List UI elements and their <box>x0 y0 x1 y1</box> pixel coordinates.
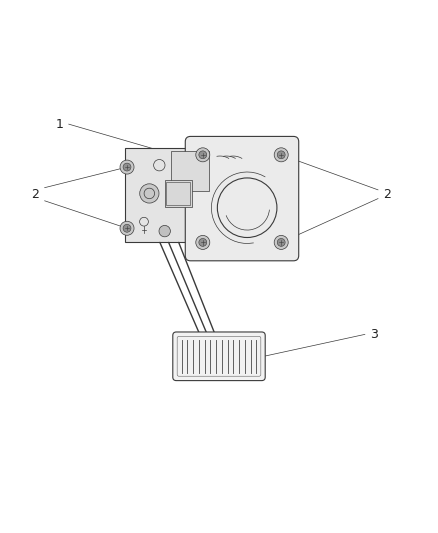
FancyBboxPatch shape <box>185 136 299 261</box>
Circle shape <box>140 184 159 203</box>
Circle shape <box>159 225 170 237</box>
Circle shape <box>196 148 210 162</box>
Text: 3: 3 <box>370 328 378 341</box>
Circle shape <box>274 236 288 249</box>
Circle shape <box>199 151 207 159</box>
Circle shape <box>199 238 207 246</box>
Circle shape <box>123 163 131 171</box>
Bar <box>166 182 190 205</box>
Text: 2: 2 <box>32 188 39 201</box>
Bar <box>125 148 201 243</box>
Circle shape <box>277 151 285 159</box>
Circle shape <box>120 160 134 174</box>
Circle shape <box>123 224 131 232</box>
FancyBboxPatch shape <box>173 332 265 381</box>
Text: 2: 2 <box>383 188 391 201</box>
Circle shape <box>274 148 288 162</box>
Text: 1: 1 <box>56 118 64 131</box>
Circle shape <box>120 221 134 235</box>
Circle shape <box>277 238 285 246</box>
Bar <box>171 151 209 191</box>
Bar <box>165 180 191 207</box>
Circle shape <box>196 236 210 249</box>
